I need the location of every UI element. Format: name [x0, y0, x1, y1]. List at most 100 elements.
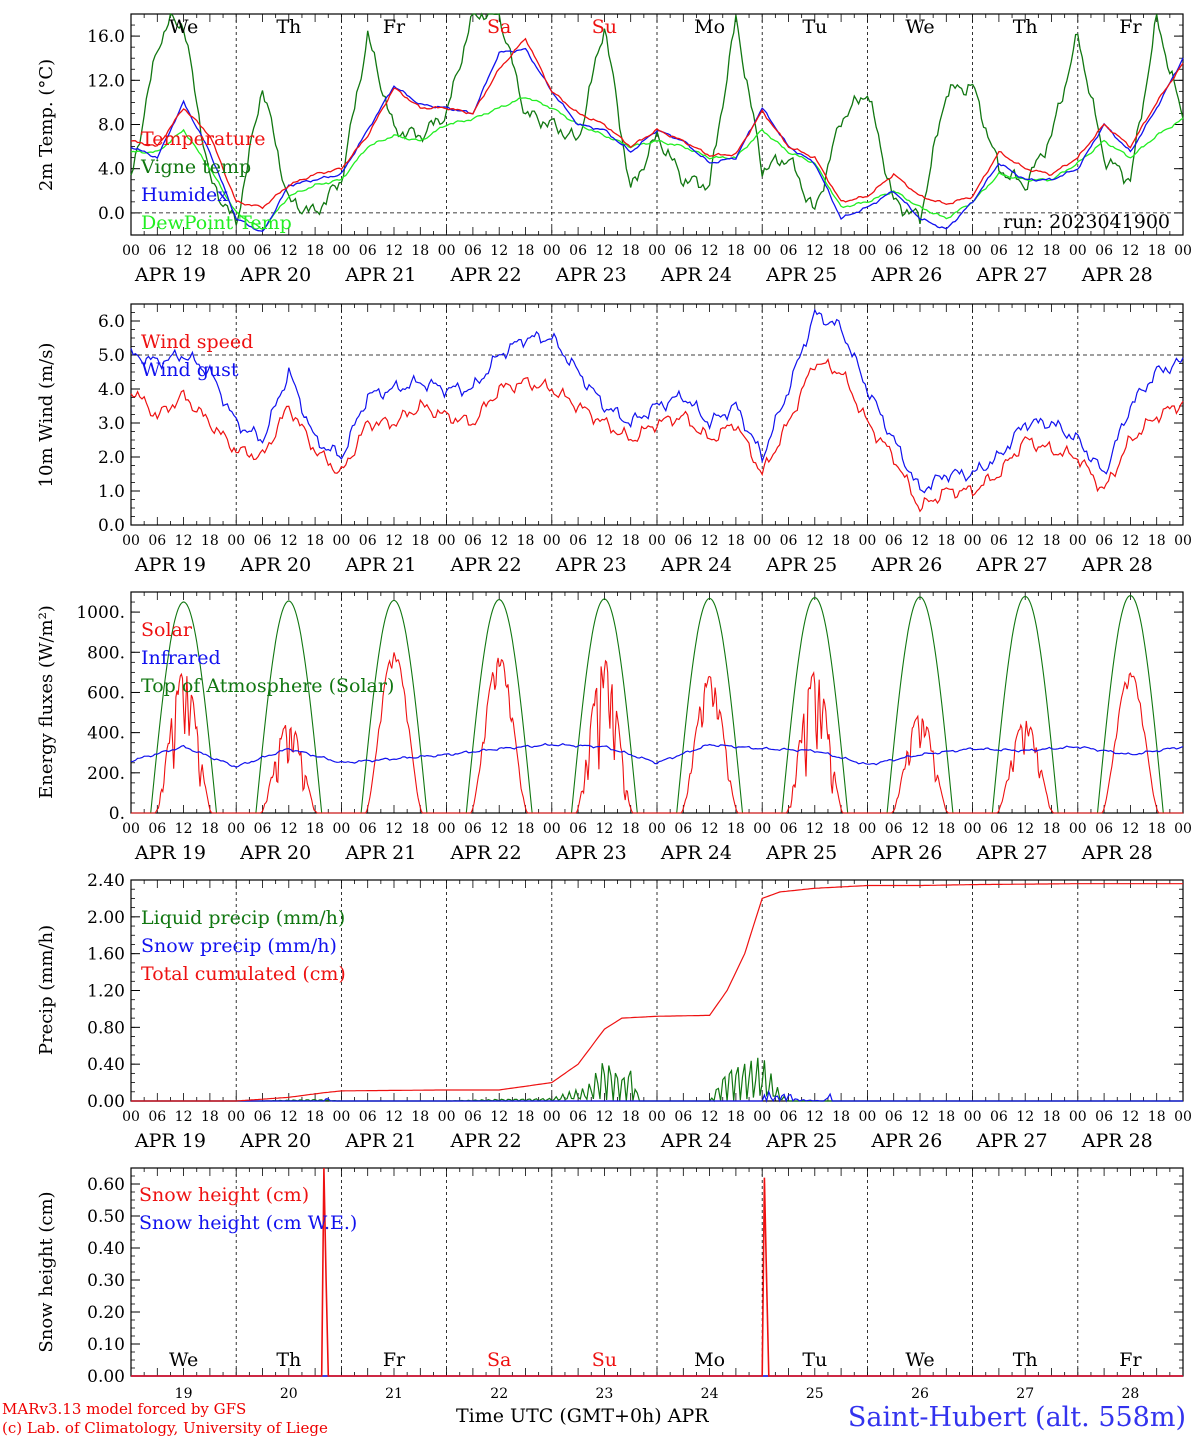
hour-label: 06: [569, 1109, 587, 1125]
weekday-label: Fr: [383, 1349, 406, 1371]
y-tick-label: 0.40: [87, 1239, 125, 1259]
hour-label: 12: [806, 533, 824, 549]
series-line-snow-height-cm-: [131, 1167, 1183, 1377]
hour-label: 00: [1174, 243, 1192, 259]
y-tick-label: 4.0: [98, 160, 125, 180]
hour-label: 06: [464, 821, 482, 837]
date-label: APR 20: [239, 264, 311, 286]
series-line-total: [131, 883, 1183, 1102]
hour-label: 12: [595, 243, 613, 259]
y-tick-label: 6.0: [98, 312, 125, 332]
weekday-label: Tu: [802, 16, 827, 38]
date-label: APR 24: [660, 554, 732, 576]
hour-label: 18: [201, 533, 219, 549]
date-label: APR 28: [1081, 264, 1153, 286]
hour-label: 00: [122, 243, 140, 259]
hour-label: 12: [701, 243, 719, 259]
hour-label: 12: [490, 533, 508, 549]
hour-label: 18: [411, 821, 429, 837]
weekday-label: Sa: [487, 16, 511, 38]
weekday-label: Th: [1013, 16, 1038, 38]
date-label: APR 19: [134, 842, 206, 864]
hour-label: 18: [937, 821, 955, 837]
y-tick-label: 0.0: [98, 204, 125, 224]
hour-label: 12: [595, 533, 613, 549]
y-tick-label: 4.0: [98, 380, 125, 400]
legend-entry: Total cumulated (cm): [141, 963, 346, 985]
weekday-label: Sa: [487, 1349, 511, 1371]
series-line-temperature: [130, 37, 1184, 210]
date-label: APR 28: [1081, 554, 1153, 576]
y-tick-label: 1000.: [76, 603, 125, 623]
date-label: APR 21: [344, 842, 416, 864]
hour-label: 00: [1069, 1109, 1087, 1125]
hour-label: 00: [543, 821, 561, 837]
hour-label: 06: [674, 533, 692, 549]
hour-label: 00: [858, 1109, 876, 1125]
hour-label: 18: [622, 533, 640, 549]
date-label: APR 27: [976, 1130, 1048, 1152]
date-label: APR 24: [660, 1130, 732, 1152]
hour-label: 18: [937, 243, 955, 259]
series-line-infrared: [130, 742, 1184, 768]
date-label: APR 19: [134, 264, 206, 286]
hour-label: 18: [201, 1109, 219, 1125]
y-tick-label: 200.: [87, 764, 125, 784]
hour-label: 12: [701, 821, 719, 837]
weekday-label: Th: [276, 16, 301, 38]
weekday-label: Su: [592, 1349, 617, 1371]
date-label: APR 23: [555, 554, 627, 576]
y-tick-label: 0.40: [87, 1055, 125, 1075]
day-number-label: 19: [175, 1386, 193, 1400]
y-axis-label: 10m Wind (m/s): [36, 343, 57, 488]
hour-label: 06: [674, 1109, 692, 1125]
day-number-label: 22: [490, 1386, 508, 1400]
y-tick-label: 5.0: [98, 346, 125, 366]
hour-label: 06: [990, 1109, 1008, 1125]
hour-label: 06: [1095, 821, 1113, 837]
hour-label: 06: [674, 243, 692, 259]
hour-label: 00: [753, 243, 771, 259]
hour-label: 00: [543, 1109, 561, 1125]
hour-label: 00: [753, 533, 771, 549]
hour-label: 18: [1043, 533, 1061, 549]
date-label: APR 26: [870, 554, 942, 576]
y-tick-label: 0.00: [87, 1092, 125, 1112]
hour-label: 18: [1148, 821, 1166, 837]
hour-label: 00: [227, 243, 245, 259]
hour-label: 18: [517, 1109, 535, 1125]
hour-label: 12: [385, 533, 403, 549]
hour-label: 06: [359, 821, 377, 837]
hour-label: 00: [753, 1109, 771, 1125]
date-label: APR 28: [1081, 1130, 1153, 1152]
hour-label: 00: [1069, 533, 1087, 549]
date-label: APR 25: [765, 554, 837, 576]
hour-label: 00: [964, 243, 982, 259]
hour-label: 00: [1069, 821, 1087, 837]
day-number-label: 23: [595, 1386, 613, 1400]
series-line-solar: [131, 652, 1183, 814]
date-label: APR 22: [450, 554, 522, 576]
hour-label: 06: [885, 1109, 903, 1125]
temperature-panel: 0.0 4.0 8.0 12.0 16.0 2m Temp. (°C) We Th Fr Sa Su…: [36, 12, 1192, 286]
date-label: APR 25: [765, 1130, 837, 1152]
hour-label: 06: [464, 1109, 482, 1125]
date-label: APR 23: [555, 842, 627, 864]
hour-label: 00: [227, 533, 245, 549]
y-tick-label: 1.60: [87, 945, 125, 965]
hour-label: 12: [385, 1109, 403, 1125]
hour-label: 12: [490, 243, 508, 259]
hour-label: 18: [411, 533, 429, 549]
date-label: APR 26: [870, 842, 942, 864]
weekday-label: We: [169, 1349, 198, 1371]
hour-label: 06: [780, 1109, 798, 1125]
date-label: APR 24: [660, 264, 732, 286]
hour-label: 06: [885, 243, 903, 259]
hour-label: 00: [1174, 1109, 1192, 1125]
day-number-label: 27: [1016, 1386, 1034, 1400]
hour-label: 00: [1174, 821, 1192, 837]
hour-label: 00: [332, 533, 350, 549]
day-number-label: 25: [806, 1386, 824, 1400]
hour-label: 06: [990, 533, 1008, 549]
precip-panel: 0.00 0.40 0.80 1.20 1.60 2.00 2.40 Precip (mm/h…: [36, 871, 1192, 1152]
